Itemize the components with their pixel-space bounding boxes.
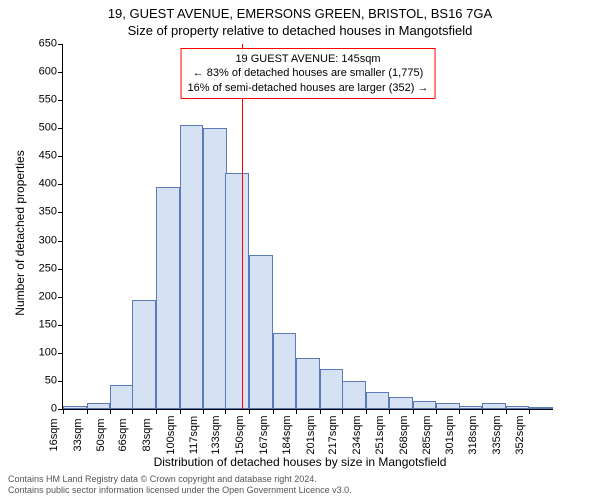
histogram-bar bbox=[249, 255, 273, 409]
x-tick-mark bbox=[342, 409, 343, 414]
x-tick-label: 268sqm bbox=[393, 415, 410, 454]
histogram-bar bbox=[436, 403, 460, 409]
histogram-bar bbox=[529, 407, 553, 409]
histogram-bar bbox=[459, 406, 483, 409]
y-tick-label: 150 bbox=[39, 319, 63, 330]
x-tick-label: 66sqm bbox=[112, 418, 129, 451]
histogram-bar bbox=[342, 381, 366, 409]
y-tick-label: 650 bbox=[39, 39, 63, 50]
x-tick-mark bbox=[110, 409, 111, 414]
y-tick-label: 550 bbox=[39, 95, 63, 106]
x-tick-label: 100sqm bbox=[160, 415, 177, 454]
x-axis-label: Distribution of detached houses by size … bbox=[0, 455, 600, 469]
x-tick-label: 117sqm bbox=[183, 416, 200, 454]
y-tick-label: 450 bbox=[39, 151, 63, 162]
x-tick-mark bbox=[87, 409, 88, 414]
footer-attribution: Contains HM Land Registry data © Crown c… bbox=[8, 474, 352, 496]
x-tick-label: 301sqm bbox=[439, 415, 456, 454]
histogram-bar bbox=[296, 358, 320, 409]
x-tick-label: 352sqm bbox=[509, 415, 526, 454]
x-tick-label: 201sqm bbox=[300, 415, 317, 454]
y-tick-label: 50 bbox=[45, 375, 63, 386]
footer-line-1: Contains HM Land Registry data © Crown c… bbox=[8, 474, 352, 485]
x-tick-mark bbox=[132, 409, 133, 414]
x-tick-label: 184sqm bbox=[276, 415, 293, 454]
x-tick-mark bbox=[225, 409, 226, 414]
x-tick-mark bbox=[156, 409, 157, 414]
x-tick-mark bbox=[506, 409, 507, 414]
histogram-bar bbox=[320, 369, 344, 409]
x-tick-mark bbox=[273, 409, 274, 414]
chart-container: 19, GUEST AVENUE, EMERSONS GREEN, BRISTO… bbox=[0, 0, 600, 500]
x-tick-mark bbox=[529, 409, 530, 414]
x-tick-label: 285sqm bbox=[416, 415, 433, 454]
x-tick-label: 217sqm bbox=[322, 415, 339, 454]
histogram-bar bbox=[413, 401, 437, 409]
histogram-bar bbox=[225, 173, 249, 409]
histogram-bar bbox=[63, 406, 87, 409]
y-tick-label: 0 bbox=[51, 404, 63, 415]
x-tick-label: 83sqm bbox=[136, 418, 153, 451]
y-tick-label: 100 bbox=[39, 347, 63, 358]
footer-line-2: Contains public sector information licen… bbox=[8, 485, 352, 496]
x-tick-label: 234sqm bbox=[346, 415, 363, 454]
x-tick-label: 318sqm bbox=[462, 415, 479, 454]
y-tick-label: 350 bbox=[39, 207, 63, 218]
title-line-1: 19, GUEST AVENUE, EMERSONS GREEN, BRISTO… bbox=[0, 6, 600, 23]
histogram-bar bbox=[203, 128, 227, 409]
y-tick-label: 200 bbox=[39, 291, 63, 302]
x-tick-mark bbox=[320, 409, 321, 414]
annotation-line-1: 19 GUEST AVENUE: 145sqm bbox=[188, 52, 429, 66]
x-tick-mark bbox=[482, 409, 483, 414]
histogram-bar bbox=[506, 406, 530, 409]
annotation-line-3: 16% of semi-detached houses are larger (… bbox=[188, 81, 429, 95]
x-tick-label: 50sqm bbox=[90, 418, 107, 451]
histogram-bar bbox=[156, 187, 180, 409]
histogram-bar bbox=[180, 125, 204, 409]
x-tick-label: 251sqm bbox=[369, 415, 386, 454]
x-tick-mark bbox=[413, 409, 414, 414]
x-tick-label: 33sqm bbox=[67, 418, 84, 451]
x-tick-mark bbox=[296, 409, 297, 414]
x-tick-label: 133sqm bbox=[205, 415, 222, 454]
y-tick-label: 300 bbox=[39, 235, 63, 246]
y-tick-label: 250 bbox=[39, 263, 63, 274]
x-tick-label: 335sqm bbox=[486, 415, 503, 454]
plot-area: 0501001502002503003504004505005506006501… bbox=[62, 44, 553, 410]
y-tick-label: 500 bbox=[39, 123, 63, 134]
y-axis-label: Number of detached properties bbox=[13, 51, 27, 416]
x-tick-mark bbox=[366, 409, 367, 414]
x-tick-label: 16sqm bbox=[43, 418, 60, 451]
x-tick-mark bbox=[180, 409, 181, 414]
y-tick-label: 400 bbox=[39, 179, 63, 190]
histogram-bar bbox=[366, 392, 390, 409]
x-tick-mark bbox=[436, 409, 437, 414]
x-tick-mark bbox=[459, 409, 460, 414]
x-tick-label: 167sqm bbox=[253, 415, 270, 454]
title-block: 19, GUEST AVENUE, EMERSONS GREEN, BRISTO… bbox=[0, 6, 600, 40]
title-line-2: Size of property relative to detached ho… bbox=[0, 23, 600, 40]
histogram-bar bbox=[132, 300, 156, 410]
x-tick-mark bbox=[63, 409, 64, 414]
annotation-box: 19 GUEST AVENUE: 145sqm ← 83% of detache… bbox=[181, 48, 436, 99]
histogram-bar bbox=[110, 385, 134, 409]
y-tick-label: 600 bbox=[39, 67, 63, 78]
x-tick-mark bbox=[249, 409, 250, 414]
annotation-line-2: ← 83% of detached houses are smaller (1,… bbox=[188, 66, 429, 80]
x-tick-mark bbox=[389, 409, 390, 414]
x-tick-label: 150sqm bbox=[229, 415, 246, 454]
histogram-bar bbox=[273, 333, 297, 409]
histogram-bar bbox=[482, 403, 506, 409]
histogram-bar bbox=[87, 403, 111, 409]
histogram-bar bbox=[389, 397, 413, 409]
x-tick-mark bbox=[203, 409, 204, 414]
